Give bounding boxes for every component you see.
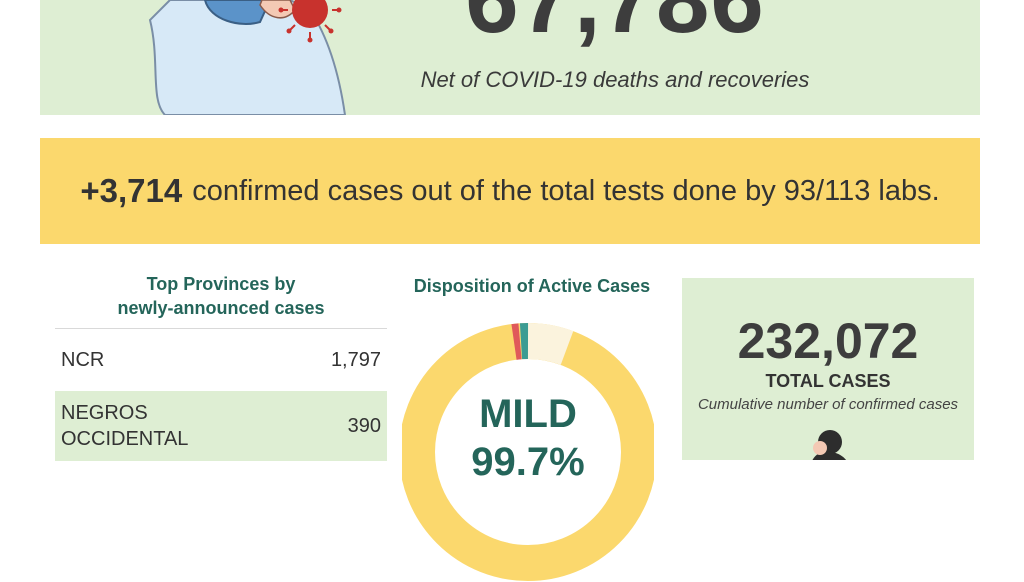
total-cases-subtitle: Cumulative number of confirmed cases: [682, 396, 974, 413]
donut-red-segment: [514, 341, 520, 342]
active-cases-caption: Net of COVID-19 deaths and recoveries: [40, 67, 980, 93]
province-name: NCR: [61, 347, 104, 373]
disposition-title: Disposition of Active Cases: [400, 276, 664, 297]
table-row: NEGROS OCCIDENTAL 390: [55, 391, 387, 461]
active-cases-number: 67,786: [40, 0, 980, 48]
donut-pale-segment: [528, 341, 567, 348]
donut-center-label: MILD: [402, 392, 654, 437]
province-name: NEGROS OCCIDENTAL: [61, 400, 221, 452]
active-cases-hero: 67,786 Net of COVID-19 deaths and recove…: [40, 0, 980, 115]
total-cases-label: TOTAL CASES: [682, 371, 974, 392]
new-cases-banner: +3,714 confirmed cases out of the total …: [40, 138, 980, 244]
new-cases-text: confirmed cases out of the total tests d…: [192, 175, 939, 208]
province-value: 390: [348, 415, 381, 438]
total-cases-number: 232,072: [682, 312, 974, 370]
province-value: 1,797: [331, 349, 381, 372]
total-cases-card: 232,072 TOTAL CASES Cumulative number of…: [682, 278, 974, 460]
table-row: NCR 1,797: [55, 329, 387, 391]
top-provinces-table: Top Provinces by newly-announced cases N…: [55, 272, 387, 461]
top-provinces-title: Top Provinces by newly-announced cases: [55, 272, 387, 329]
person-icon: [792, 428, 862, 460]
new-cases-count: +3,714: [80, 172, 182, 210]
donut-center-value: 99.7%: [402, 440, 654, 485]
